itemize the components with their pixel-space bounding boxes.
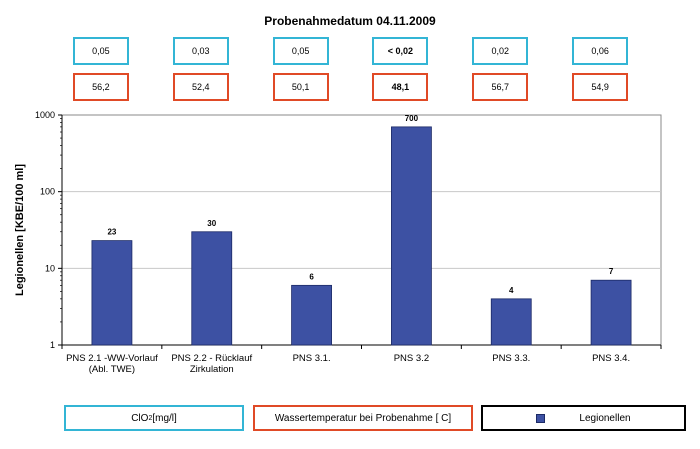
x-tick-label: PNS 3.3. — [492, 353, 530, 364]
clo2-value-box: 0,02 — [472, 37, 529, 65]
bar — [391, 126, 432, 346]
clo2-value-box: 0,05 — [272, 37, 329, 65]
clo2-value-box: 0,03 — [172, 37, 229, 65]
y-tick-label: 1 — [50, 340, 55, 350]
clo2-value-box: < 0,02 — [372, 37, 429, 65]
x-tick-label: Zirkulation — [190, 364, 234, 375]
bar — [191, 231, 233, 346]
temperature-value-box: 56,2 — [72, 73, 129, 101]
bar — [291, 284, 332, 346]
temperature-value-box: 48,1 — [372, 73, 429, 101]
legend-clo2-sub: 2 — [148, 414, 153, 422]
chart-title: Probenahmedatum 04.11.2009 — [264, 14, 436, 28]
temperature-value-box: 54,9 — [572, 73, 629, 101]
data-label: 30 — [207, 219, 216, 228]
legend-legionellen: Legionellen — [481, 405, 686, 431]
y-tick-label: 1000 — [35, 110, 55, 120]
x-tick-label: PNS 3.1. — [293, 353, 331, 364]
plot-area — [61, 114, 662, 346]
legend-temperature-label: Wassertemperatur bei Probenahme [ C] — [274, 412, 452, 424]
x-tick-label: PNS 3.2 — [394, 353, 429, 364]
y-tick-label: 10 — [45, 263, 55, 273]
x-tick-label: PNS 3.4. — [592, 353, 630, 364]
data-label: 23 — [107, 228, 116, 237]
clo2-value-box: 0,05 — [72, 37, 129, 65]
data-label: 4 — [509, 286, 514, 295]
legend-bar-swatch — [536, 413, 546, 423]
y-axis-label: Legionellen [KBE/100 ml] — [14, 164, 26, 296]
x-tick-label: (Abl. TWE) — [89, 364, 135, 375]
bar — [490, 298, 532, 346]
bar — [590, 279, 632, 346]
data-label: 6 — [309, 272, 314, 281]
legend-temperature: Wassertemperatur bei Probenahme [ C] — [253, 405, 473, 431]
legend-clo2-suffix: [mg/l] — [152, 412, 177, 424]
legend-clo2: ClO 2 [mg/l] — [64, 405, 244, 431]
temperature-value-box: 50,1 — [272, 73, 329, 101]
data-label: 700 — [405, 114, 419, 123]
x-tick-label: PNS 2.2 - Rücklauf — [171, 353, 252, 364]
temperature-value-box: 52,4 — [172, 73, 229, 101]
legend-clo2-prefix: ClO — [131, 412, 149, 424]
y-tick-label: 100 — [40, 187, 55, 197]
temperature-value-box: 56,7 — [472, 73, 529, 101]
bar — [91, 240, 133, 346]
legend-bar-label: Legionellen — [579, 412, 631, 424]
x-tick-label: PNS 2.1 -WW-Vorlauf — [66, 353, 158, 364]
data-label: 7 — [609, 267, 614, 276]
clo2-value-box: 0,06 — [572, 37, 629, 65]
